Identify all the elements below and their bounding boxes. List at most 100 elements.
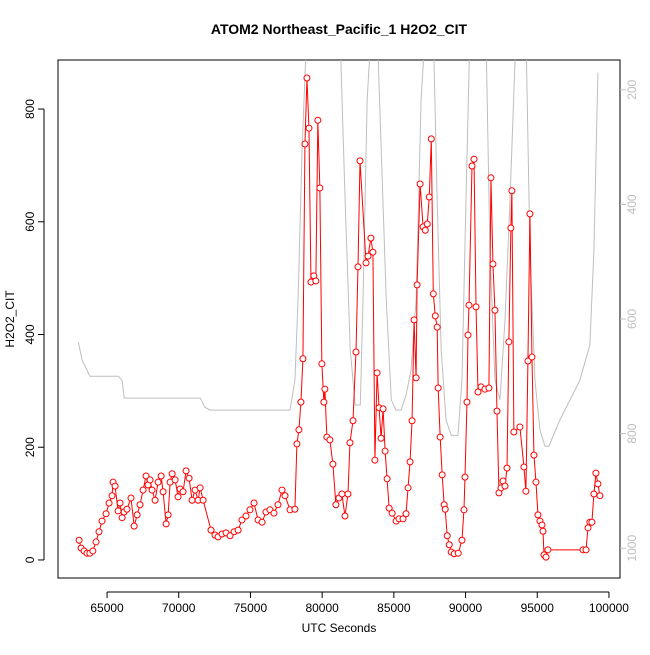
data-point: [301, 140, 309, 148]
data-point: [95, 528, 103, 536]
data-point: [168, 470, 176, 478]
data-point: [493, 407, 501, 415]
data-point: [242, 512, 250, 520]
data-point: [534, 511, 542, 519]
data-point: [474, 388, 482, 396]
data-point: [226, 532, 234, 540]
y-tick-label: 0: [23, 556, 37, 563]
data-point: [157, 472, 165, 480]
data-point: [303, 74, 311, 82]
data-point: [491, 306, 499, 314]
data-point: [291, 505, 299, 513]
x-tick-label: 100000: [589, 601, 629, 615]
data-point: [510, 428, 518, 436]
data-point: [258, 518, 266, 526]
data-point: [427, 135, 435, 143]
data-point: [421, 226, 429, 234]
data-point: [373, 369, 381, 377]
data-point: [352, 348, 360, 356]
y-axis-label: H2O2_CIT: [3, 290, 17, 348]
data-point: [465, 301, 473, 309]
data-point: [485, 384, 493, 392]
data-point: [596, 492, 604, 500]
data-point: [105, 499, 113, 507]
data-point: [528, 353, 536, 361]
data-point: [182, 467, 190, 475]
data-point: [388, 509, 396, 517]
data-point: [434, 384, 442, 392]
y-tick-label: 400: [23, 324, 37, 344]
data-point: [314, 116, 322, 124]
data-point: [441, 505, 449, 513]
data-point: [341, 512, 349, 520]
data-point: [454, 549, 462, 557]
data-point: [524, 357, 532, 365]
data-point: [470, 155, 478, 163]
x-tick-label: 95000: [521, 601, 555, 615]
data-point: [383, 475, 391, 483]
data-point: [503, 464, 511, 472]
data-point: [487, 174, 495, 182]
x-tick-label: 90000: [449, 601, 483, 615]
data-point: [438, 471, 446, 479]
data-point: [320, 398, 328, 406]
data-point: [425, 193, 433, 201]
data-point: [544, 546, 552, 554]
data-point: [344, 490, 352, 498]
x-tick-label: 80000: [305, 601, 339, 615]
data-point: [461, 473, 469, 481]
data-point: [151, 496, 159, 504]
data-point: [179, 488, 187, 496]
data-point: [102, 510, 110, 518]
x-axis-label: UTC Seconds: [302, 621, 377, 635]
data-point: [162, 520, 170, 528]
data-point: [416, 180, 424, 188]
data-point: [133, 511, 141, 519]
data-point: [312, 277, 320, 285]
data-point: [318, 360, 326, 368]
data-point: [349, 417, 357, 425]
data-point: [305, 124, 313, 132]
data-point: [377, 434, 385, 442]
x-tick-label: 75000: [234, 601, 268, 615]
data-point: [413, 281, 421, 289]
data-point: [369, 248, 377, 256]
data-point: [501, 482, 509, 490]
data-point: [433, 323, 441, 331]
chart-title: ATOM2 Northeast_Pacific_1 H2O2_CIT: [211, 21, 468, 37]
data-point: [111, 482, 119, 490]
data-point: [326, 436, 334, 444]
data-point: [463, 398, 471, 406]
data-point: [367, 234, 375, 242]
data-point: [526, 210, 534, 218]
data-point: [270, 509, 278, 517]
data-point: [185, 474, 193, 482]
data-point: [148, 486, 156, 494]
data-point: [295, 426, 303, 434]
x-tick-label: 65000: [90, 601, 124, 615]
data-point: [108, 492, 116, 500]
data-point: [356, 157, 364, 165]
data-point: [588, 518, 596, 526]
data-point: [404, 484, 412, 492]
data-point: [402, 510, 410, 518]
data-point: [460, 506, 468, 514]
y2-tick-label: 1000: [625, 535, 639, 562]
data-point: [592, 469, 600, 477]
data-point: [468, 162, 476, 170]
data-point: [443, 532, 451, 540]
data-point: [154, 478, 162, 486]
data-point: [423, 220, 431, 228]
data-point: [520, 463, 528, 471]
data-point: [458, 536, 466, 544]
data-point: [371, 456, 379, 464]
y2-tick-label: 200: [625, 79, 639, 99]
data-point: [532, 478, 540, 486]
data-point: [505, 338, 513, 346]
data-point: [278, 486, 286, 494]
data-point: [299, 355, 307, 363]
data-point: [316, 184, 324, 192]
data-point: [136, 501, 144, 509]
y2-tick-label: 400: [625, 194, 639, 214]
